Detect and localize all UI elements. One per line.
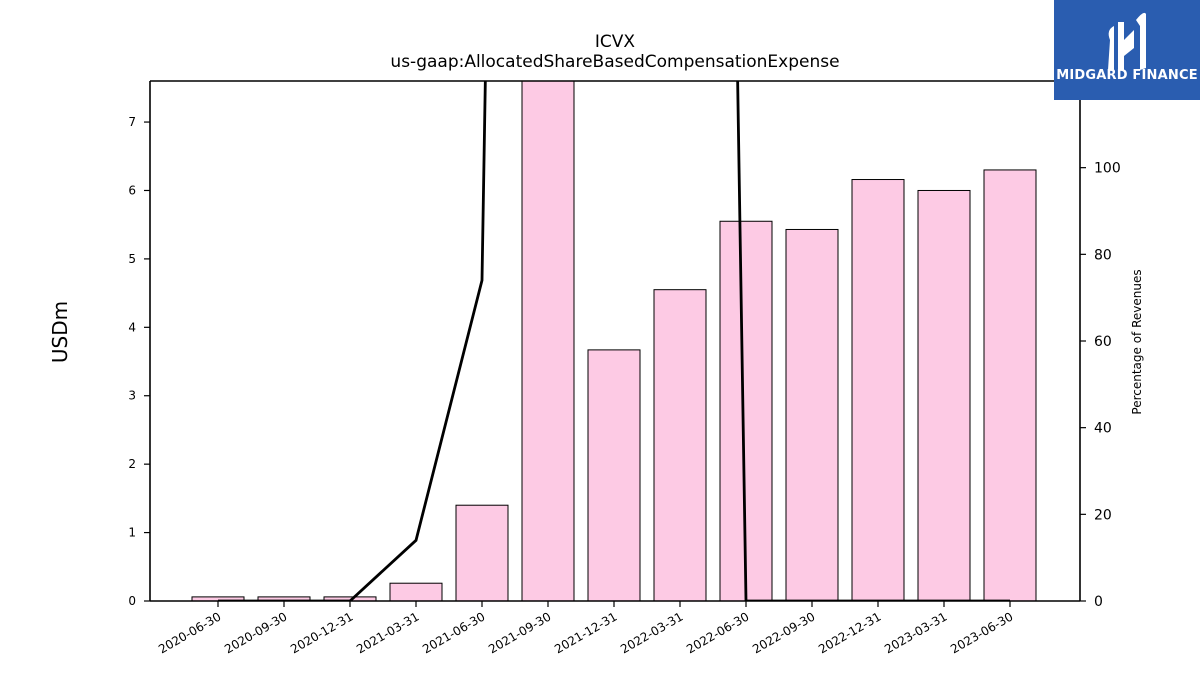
- bar: [851, 179, 905, 602]
- y-tick-label-left: 5: [128, 252, 136, 266]
- x-tick-label: 2020-09-30: [222, 609, 289, 656]
- y-tick-label-right: 60: [1094, 334, 1112, 350]
- bar: [653, 289, 707, 602]
- bar: [983, 169, 1037, 602]
- x-tick-label: 2021-12-31: [552, 609, 619, 656]
- y-tick-label-left: 7: [128, 115, 136, 129]
- x-tick-label: 2022-09-30: [750, 609, 817, 656]
- chart-title: ICVX: [594, 32, 636, 52]
- y-tick-label-left: 0: [128, 594, 136, 608]
- y-tick-label-left: 4: [128, 320, 136, 334]
- y-tick-label-right: 40: [1094, 421, 1112, 437]
- y-tick-label-left: 3: [128, 389, 136, 403]
- x-tick-label: 2023-03-31: [882, 609, 949, 656]
- bar: [587, 349, 641, 602]
- y-tick-label-right: 100: [1094, 161, 1121, 177]
- y-tick-label-right: 20: [1094, 507, 1112, 523]
- y-tick-label-left: 2: [128, 457, 136, 471]
- bar: [521, 80, 575, 602]
- y-axis-label-left: USDm: [48, 300, 72, 364]
- y-tick-label-left: 1: [128, 526, 136, 540]
- x-tick-label: 2023-06-30: [948, 609, 1015, 656]
- y-tick-label-left: 6: [128, 183, 136, 197]
- y-tick-label-right: 80: [1094, 247, 1112, 263]
- x-tick-label: 2021-03-31: [354, 609, 421, 656]
- logo-mark-icon: [1108, 12, 1146, 70]
- bar: [917, 189, 971, 602]
- brand-logo: MIDGARD FINANCE: [1054, 0, 1200, 100]
- x-tick-label: 2022-12-31: [816, 609, 883, 656]
- x-tick-label: 2020-06-30: [156, 609, 223, 656]
- bar: [785, 228, 839, 602]
- chart-subtitle: us-gaap:AllocatedShareBasedCompensationE…: [390, 52, 840, 72]
- logo-text: MIDGARD FINANCE: [1056, 68, 1198, 83]
- x-tick-label: 2022-03-31: [618, 609, 685, 656]
- x-tick-label: 2022-06-30: [684, 609, 751, 656]
- x-tick-label: 2020-12-31: [288, 609, 355, 656]
- x-tick-label: 2021-06-30: [420, 609, 487, 656]
- y-axis-label-right: Percentage of Revenues: [1130, 269, 1144, 415]
- bar: [389, 582, 443, 602]
- bar: [455, 504, 509, 602]
- y-tick-label-right: 0: [1094, 594, 1103, 610]
- x-tick-label: 2021-09-30: [486, 609, 553, 656]
